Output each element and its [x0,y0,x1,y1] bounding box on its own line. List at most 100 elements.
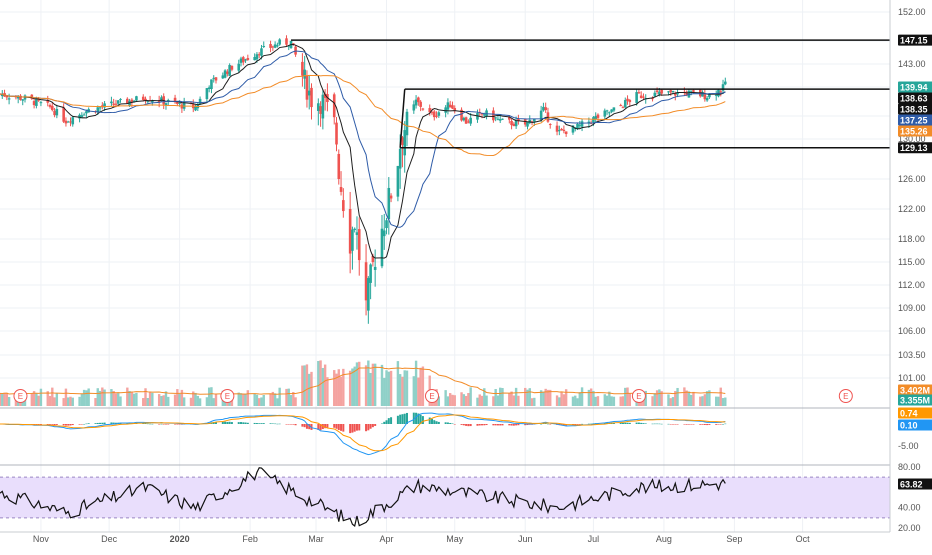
macd-histogram-bar [587,423,590,425]
candle-body [612,107,616,111]
volume-bar [405,370,409,406]
volume-bar [246,390,250,406]
macd-histogram-bar [290,424,293,425]
volume-bar [605,395,609,406]
macd-histogram-bar [294,424,297,426]
volume-bar [80,393,84,406]
macd-histogram-bar [142,423,145,424]
volume-bar [198,398,202,406]
volume-bar [82,389,86,406]
candle-body [367,278,370,311]
volume-bar [658,389,661,406]
volume-bar [555,395,559,406]
volume-bar [337,369,340,406]
candle-body [701,92,704,97]
volume-bar [594,396,597,406]
time-tick-label: Sep [726,534,742,544]
volume-bar [205,397,209,406]
volume-bar [196,395,200,406]
volume-bar [144,388,147,406]
macd-histogram-bar [417,413,420,424]
volume-bar [610,396,613,406]
macd-histogram-bar [683,424,686,425]
macd-histogram-bar [333,424,336,428]
candle-body [35,98,38,106]
volume-bar [562,394,566,406]
candle-body [230,65,234,70]
candle-body [80,115,84,118]
candle-body [676,92,679,95]
candle-body [371,255,375,263]
candle-body [110,101,113,104]
volume-bar [244,393,247,406]
macd-histogram-bar [549,424,552,425]
macd-histogram-bar [371,424,374,428]
macd-histogram-bar [446,422,449,424]
macd-histogram-bar [276,423,279,425]
price-levels[interactable] [291,39,890,149]
volume-bar [480,395,484,406]
candle-body [323,93,327,98]
volume-bar [539,390,543,406]
macd-histogram-bar [715,424,718,425]
candle-body [287,45,291,47]
macd-histogram-bar [467,424,470,427]
tag-level-bottom-bg [898,142,932,154]
candle-body [608,112,611,114]
macd-histogram-bar [660,423,663,425]
macd-histogram-bar [69,424,72,426]
volume-bar [78,396,81,406]
candle-body [603,110,607,117]
candle-body [385,220,388,229]
macd-histogram-bar [494,424,497,426]
candle-body [639,95,643,98]
macd-histogram-bar [78,424,81,425]
tag-ma-fast: 138.35 [900,105,928,115]
volume-bar [564,389,568,406]
candle-body [514,120,518,127]
macd-histogram-bar [308,424,311,430]
macd-histogram-bar [335,424,338,429]
candle-body [544,107,547,111]
ma-mid-line [0,50,726,228]
earnings-marker-circle [220,389,235,403]
candle-body [432,111,436,118]
macd-histogram-bar [496,424,499,426]
candle-body [205,88,209,100]
candle-body [214,77,218,81]
volume-bar [596,396,600,406]
volume-bar [69,396,72,406]
candle-body [239,58,243,63]
macd-histogram-bar [215,421,217,424]
candle-body [380,228,384,267]
macd-histogram-bar [237,422,240,424]
macd-histogram-bar [71,424,74,426]
candle-body [37,99,40,101]
volume-bar [542,391,545,406]
candle-body [310,87,313,108]
candle-body [342,200,345,212]
candle-body [403,130,407,156]
candle-body [32,101,36,106]
tag-signal: 0.10 [900,421,918,431]
volume-bar [396,361,400,406]
macd-histogram-bar [174,424,177,425]
time-tick-label: May [446,534,464,544]
candle-body [469,117,472,124]
macd-histogram-bar [501,424,504,426]
candle-body [271,46,275,48]
candle-body [389,195,393,199]
candle-body [637,92,641,94]
tag-volume: 3.402M [900,386,930,396]
macd-histogram-bar [244,422,247,424]
macd-histogram-bar [62,424,65,426]
volume-bar [62,398,65,406]
volume-bar [496,395,500,406]
candle-body [619,105,623,107]
macd-histogram-bar [301,424,304,427]
candle-body [98,107,102,109]
candle-body [337,153,341,180]
